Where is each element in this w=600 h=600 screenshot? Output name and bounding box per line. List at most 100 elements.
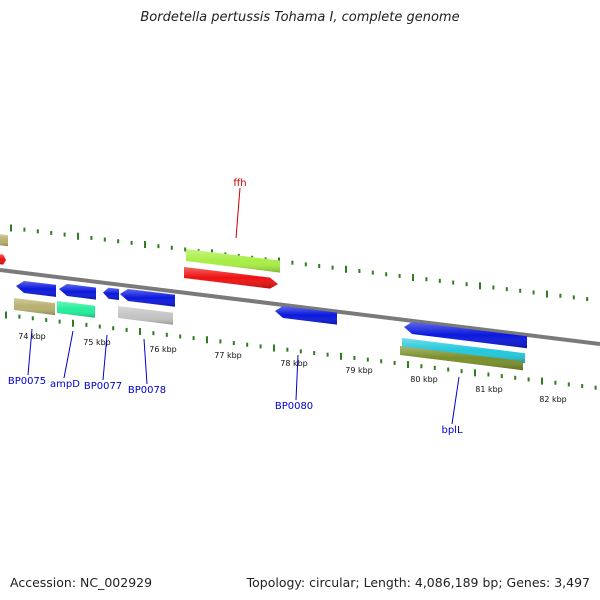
inner-major-tick [340, 352, 342, 360]
inner-minor-tick [433, 365, 436, 370]
leader-line-ffh [235, 187, 241, 239]
outer-minor-tick [331, 265, 334, 270]
inner-minor-tick [366, 357, 369, 362]
BP0080-feature-shading [275, 306, 337, 325]
inner-minor-tick [18, 314, 21, 319]
kbp-label: 82 kbp [539, 395, 567, 404]
inner-minor-tick [246, 342, 249, 347]
outer-major-tick [412, 274, 414, 282]
ampD-misc-feature-shading [57, 301, 95, 318]
inner-minor-tick [286, 347, 289, 352]
inner-minor-tick [192, 336, 195, 341]
inner-major-tick [541, 377, 543, 385]
outer-minor-tick [157, 244, 160, 249]
outer-minor-tick [465, 282, 468, 287]
inner-minor-tick [567, 382, 570, 387]
unnamed-forward-left-feature-shading [0, 234, 8, 247]
outer-minor-tick [184, 247, 187, 252]
kbp-label: 76 kbp [149, 345, 177, 354]
inner-minor-tick [514, 375, 517, 380]
gene-label-ffh[interactable]: ffh [233, 178, 246, 189]
inner-minor-tick [85, 322, 88, 327]
inner-minor-tick [165, 332, 168, 337]
outer-minor-tick [398, 273, 401, 278]
inner-minor-tick [313, 351, 316, 356]
inner-minor-tick [179, 334, 182, 339]
kbp-label: 78 kbp [280, 359, 308, 368]
inner-minor-tick [58, 319, 61, 324]
inner-major-tick [139, 328, 141, 336]
inner-minor-tick [581, 384, 584, 389]
bplL-misc2-feature-shading [400, 346, 523, 371]
label-leader-lines [27, 187, 460, 425]
outer-minor-tick [170, 245, 173, 250]
map-title: Bordetella pertussis Tohama I, complete … [140, 10, 460, 25]
outer-minor-tick [291, 260, 294, 265]
kbp-label: 75 kbp [83, 338, 111, 347]
gene-label-BP0078[interactable]: BP0078 [128, 385, 166, 396]
inner-minor-tick [112, 326, 115, 331]
inner-minor-tick [259, 344, 262, 349]
inner-minor-tick [500, 374, 503, 379]
gene-label-bplL[interactable]: bplL [441, 425, 462, 436]
inner-minor-tick [393, 360, 396, 365]
outer-minor-tick [532, 290, 535, 295]
outer-minor-tick [452, 280, 455, 285]
inner-minor-tick [420, 364, 423, 369]
inner-minor-tick [299, 349, 302, 354]
inner-minor-tick [152, 331, 155, 336]
gene-label-BP0075[interactable]: BP0075 [8, 376, 46, 387]
outer-major-tick [10, 224, 12, 232]
outer-minor-tick [103, 237, 106, 242]
outer-minor-tick [358, 268, 361, 273]
inner-minor-tick [447, 367, 450, 372]
outer-minor-tick [385, 272, 388, 277]
outer-minor-tick [492, 285, 495, 290]
accession-text: Accession: NC_002929 [10, 575, 153, 590]
outer-minor-tick [505, 287, 508, 292]
outer-minor-tick [572, 295, 575, 300]
inner-minor-tick [594, 385, 597, 390]
leader-line-BP0075 [27, 328, 33, 376]
gene-label-ampD[interactable]: ampD [50, 379, 80, 390]
inner-major-tick [206, 336, 208, 344]
inner-minor-tick [487, 372, 490, 377]
inner-major-tick [5, 311, 7, 319]
leader-line-ampD [63, 330, 74, 379]
inner-minor-tick [232, 341, 235, 346]
gene-label-BP0080[interactable]: BP0080 [275, 401, 313, 412]
topology-summary: Topology: circular; Length: 4,086,189 bp… [246, 575, 590, 590]
outer-major-tick [546, 290, 548, 298]
inner-minor-tick [98, 324, 101, 329]
outer-minor-tick [90, 235, 93, 240]
inner-major-tick [407, 361, 409, 369]
leader-line-bplL [451, 376, 460, 425]
outer-minor-tick [371, 270, 374, 275]
inner-minor-tick [219, 339, 222, 344]
kbp-label: 80 kbp [410, 375, 438, 384]
gene-labels: ffh BP0075 ampD BP0077 BP0078 BP0080 bplL [8, 178, 463, 436]
outer-minor-tick [425, 277, 428, 282]
outer-minor-tick [586, 297, 589, 302]
inner-major-tick [474, 369, 476, 377]
ampD-feature-shading [59, 284, 96, 300]
outer-major-tick [479, 282, 481, 290]
leader-line-BP0078 [143, 338, 148, 385]
ffh-rna-feature-shading [184, 267, 278, 289]
genome-backbone [0, 268, 600, 346]
feature-track [0, 234, 527, 371]
kbp-label: 77 kbp [214, 351, 242, 360]
kbp-scale-labels: 74 kbp 75 kbp 76 kbp 77 kbp 78 kbp 79 kbp 80 k… [18, 332, 567, 404]
BP0078-feature-shading [120, 289, 175, 307]
BP0078-misc-feature-shading [118, 306, 173, 325]
inner-major-tick [273, 344, 275, 352]
BP0077-feature-shading [103, 287, 119, 300]
outer-minor-tick [50, 230, 53, 235]
inner-minor-tick [326, 352, 329, 357]
gene-label-BP0077[interactable]: BP0077 [84, 381, 122, 392]
kbp-label: 74 kbp [18, 332, 46, 341]
outer-major-tick [144, 241, 146, 249]
inner-minor-tick [527, 377, 530, 382]
outer-minor-tick [559, 293, 562, 298]
inner-minor-tick [380, 359, 383, 364]
